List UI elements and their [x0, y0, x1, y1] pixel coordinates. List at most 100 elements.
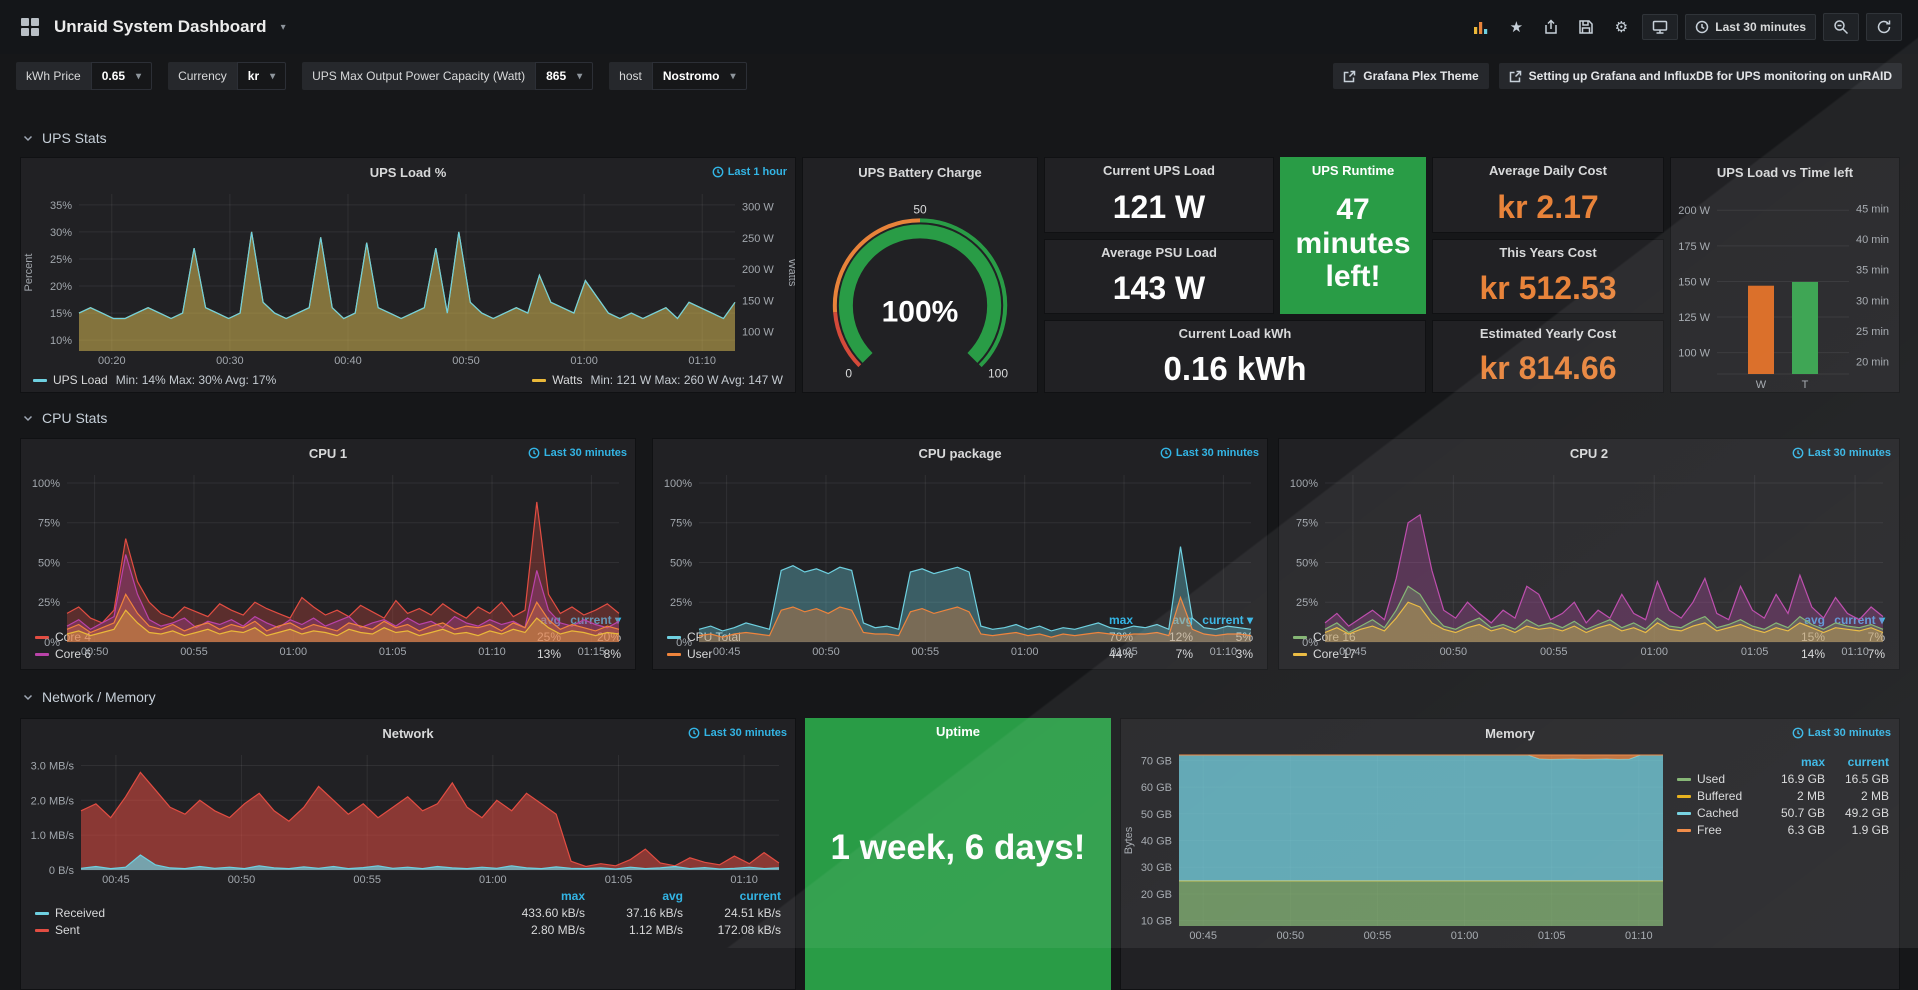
time-range-link[interactable]: Last 30 minutes — [1792, 439, 1891, 467]
apps-grid-icon — [16, 13, 44, 41]
legend-series[interactable]: Free — [1677, 823, 1761, 837]
panel-title[interactable]: Memory — [1485, 725, 1535, 741]
legend-series[interactable]: Core 17 — [1293, 647, 1765, 661]
link-ups-monitoring-guide[interactable]: Setting up Grafana and InfluxDB for UPS … — [1498, 63, 1902, 89]
svg-text:00:55: 00:55 — [353, 874, 381, 886]
stat-value: kr 2.17 — [1497, 188, 1599, 225]
time-range-link[interactable]: Last 30 minutes — [1160, 439, 1259, 467]
settings-gear-icon[interactable]: ⚙ — [1614, 19, 1629, 36]
panel-title[interactable]: UPS Load vs Time left — [1716, 164, 1854, 180]
legend-column-header[interactable]: avg — [540, 613, 561, 627]
panel-title[interactable]: UPS Load % — [369, 164, 447, 180]
legend-column-header[interactable]: avg — [662, 889, 683, 903]
network-chart[interactable]: 00:45 00:50 00:55 01:00 01:05 01:10 3.0 MB/s 2.… — [21, 747, 795, 887]
panel-current-load-kwh: Current Load kWh 0.16 kWh — [1044, 320, 1426, 393]
variable-label: host — [609, 62, 652, 90]
legend-series[interactable]: Buffered — [1677, 789, 1761, 803]
panel-title[interactable]: Average PSU Load — [1101, 244, 1217, 260]
zoom-out-button[interactable] — [1823, 13, 1859, 41]
legend-column-header[interactable]: current ▾ — [1202, 613, 1253, 627]
panel-current-ups-load: Current UPS Load 121 W — [1044, 157, 1274, 233]
ups-load-chart[interactable]: 00:20 00:30 00:40 00:50 01:00 01:10 35% 30% 25% 2… — [21, 186, 795, 368]
row-header-cpu-stats[interactable]: CPU Stats — [22, 407, 107, 429]
legend-series[interactable]: CPU Total — [667, 630, 1073, 644]
panel-title[interactable]: Current Load kWh — [1178, 325, 1292, 341]
cpu2-chart[interactable]: 00:45 00:50 00:55 01:00 01:05 01:10 100% 75% 50%… — [1279, 467, 1899, 658]
cpu1-chart[interactable]: 00:50 00:55 01:00 01:05 01:10 01:15 100% 75% 50%… — [21, 467, 635, 658]
time-range-link[interactable]: Last 30 minutes — [688, 719, 787, 747]
svg-text:00:55: 00:55 — [1364, 930, 1392, 942]
panel-title[interactable]: Network — [382, 725, 434, 741]
panel-title[interactable]: CPU 2 — [1569, 445, 1609, 461]
battery-gauge[interactable]: 0 50 100 100% — [803, 186, 1037, 392]
panel-title[interactable]: Current UPS Load — [1103, 162, 1215, 178]
panel-network: Network Last 30 minutes 00:45 00:50 00:55 0… — [20, 718, 796, 990]
time-range-button[interactable]: Last 30 minutes — [1685, 14, 1816, 40]
panel-title[interactable]: Uptime — [935, 723, 981, 739]
variable-ups-max-output[interactable]: UPS Max Output Power Capacity (Watt) 865… — [302, 62, 594, 90]
legend-series[interactable]: Used — [1677, 772, 1761, 786]
clock-icon — [1696, 20, 1709, 34]
refresh-button[interactable] — [1866, 13, 1902, 41]
cycle-view-button[interactable] — [1642, 14, 1679, 40]
row-header-ups-stats[interactable]: UPS Stats — [22, 127, 107, 149]
svg-text:300 W: 300 W — [742, 202, 774, 214]
cpu2-legend: avg current ▾ Core 16 15% 7% Core 17 14% 7% — [1279, 611, 1899, 669]
panel-title[interactable]: Average Daily Cost — [1488, 162, 1607, 178]
svg-text:0%: 0% — [44, 637, 60, 649]
cpu-package-chart[interactable]: 00:45 00:50 00:55 01:00 01:05 01:10 100% 75% 50%… — [653, 467, 1267, 658]
legend-series[interactable]: Received — [35, 906, 487, 920]
memory-chart[interactable]: 00:45 00:50 00:55 01:00 01:05 01:10 70 GB 60 GB… — [1121, 747, 1677, 943]
legend-color-dash — [1677, 794, 1691, 798]
time-range-link[interactable]: Last 30 minutes — [528, 439, 627, 467]
clock-icon — [712, 166, 724, 178]
monitor-icon — [1653, 20, 1668, 34]
panel-title[interactable]: UPS Runtime — [1311, 162, 1395, 178]
legend-series[interactable]: User — [667, 647, 1073, 661]
variable-host[interactable]: host Nostromo ▾ — [609, 62, 747, 90]
link-label: Setting up Grafana and InfluxDB for UPS … — [1528, 69, 1892, 83]
svg-text:100%: 100% — [32, 478, 60, 490]
legend-column-header[interactable]: max — [1108, 613, 1133, 627]
svg-text:3.0 MB/s: 3.0 MB/s — [31, 760, 75, 772]
svg-text:10 GB: 10 GB — [1141, 916, 1172, 928]
share-icon[interactable] — [1537, 13, 1565, 41]
svg-text:01:05: 01:05 — [1538, 930, 1566, 942]
legend-column-header[interactable]: max — [560, 889, 585, 903]
panel-title[interactable]: This Years Cost — [1499, 244, 1597, 260]
legend-column-header[interactable]: max — [1800, 755, 1825, 769]
panel-estimated-yearly-cost: Estimated Yearly Cost kr 814.66 — [1432, 320, 1664, 393]
panel-title[interactable]: CPU 1 — [308, 445, 348, 461]
svg-text:01:10: 01:10 — [1841, 646, 1869, 658]
legend-value: 24.51 kB/s — [724, 906, 781, 920]
add-panel-icon[interactable] — [1467, 13, 1495, 41]
svg-text:30%: 30% — [50, 227, 72, 239]
panel-title[interactable]: UPS Battery Charge — [858, 164, 982, 180]
legend-column-header[interactable]: current — [739, 889, 781, 903]
panel-title[interactable]: CPU package — [918, 445, 1002, 461]
load-vs-time-chart[interactable]: 200 W 175 W 150 W 125 W 100 W 45 min 40 min 35 … — [1671, 186, 1899, 392]
legend-column-header[interactable]: current — [1847, 755, 1889, 769]
save-icon[interactable] — [1572, 13, 1600, 41]
svg-text:01:00: 01:00 — [570, 355, 598, 367]
panel-title[interactable]: Estimated Yearly Cost — [1479, 325, 1617, 341]
star-icon[interactable]: ★ — [1509, 19, 1524, 36]
legend-value: 7% — [1867, 630, 1885, 644]
svg-text:01:05: 01:05 — [379, 646, 407, 658]
legend-series[interactable]: Core 6 — [35, 647, 501, 661]
legend-series[interactable]: Cached — [1677, 806, 1761, 820]
time-range-link[interactable]: Last 1 hour — [712, 158, 787, 186]
legend-series[interactable]: Core 4 — [35, 630, 501, 644]
variable-currency[interactable]: Currency kr ▾ — [168, 62, 287, 90]
legend-series[interactable]: Core 16 — [1293, 630, 1765, 644]
time-range-link[interactable]: Last 30 minutes — [1792, 719, 1891, 747]
variable-kwh-price[interactable]: kWh Price 0.65 ▾ — [16, 62, 153, 90]
link-grafana-plex-theme[interactable]: Grafana Plex Theme — [1333, 63, 1489, 89]
legend-series[interactable]: Sent — [35, 923, 487, 937]
legend-column-header[interactable]: current ▾ — [570, 613, 621, 627]
legend-item[interactable]: Watts Min: 121 W Max: 260 W Avg: 147 W — [532, 373, 783, 387]
ups-load-legend: UPS Load Min: 14% Max: 30% Avg: 17% Watts M… — [21, 368, 795, 392]
legend-item[interactable]: UPS Load Min: 14% Max: 30% Avg: 17% — [33, 373, 276, 387]
row-header-network-memory[interactable]: Network / Memory — [22, 686, 156, 708]
dashboard-title-dropdown[interactable]: Unraid System Dashboard ▾ — [16, 13, 286, 41]
